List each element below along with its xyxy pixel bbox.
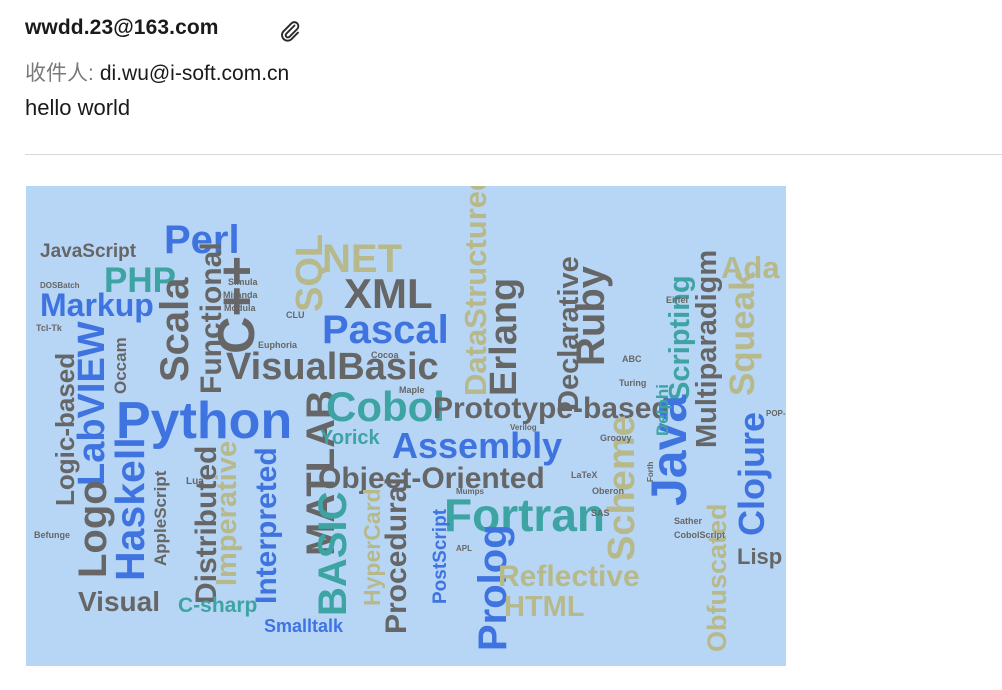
cloud-word: Scala	[153, 277, 197, 382]
cloud-word: Eiffel	[666, 295, 688, 305]
cloud-word: Pascal	[322, 308, 449, 352]
cloud-word: MATLAB	[299, 390, 343, 556]
cloud-word: Simula	[228, 277, 259, 287]
recipient-line: 收件人: di.wu@i-soft.com.cn	[25, 57, 289, 87]
cloud-word: Befunge	[34, 530, 70, 540]
cloud-word: Modula	[224, 303, 256, 313]
cloud-word: Forth	[646, 461, 655, 482]
attachment-image[interactable]: JavaScript Perl PHP NET SQL C++ XML Pascal Marku…	[26, 186, 786, 666]
paperclip-icon[interactable]	[278, 19, 302, 43]
cloud-word: Prototype-based	[433, 392, 670, 425]
cloud-word: Sather	[674, 516, 703, 526]
cloud-word: PostScript	[430, 508, 451, 604]
cloud-word: Multiparadigm	[691, 250, 723, 448]
cloud-word: LaTeX	[571, 470, 597, 480]
cloud-word: Delphi	[653, 384, 672, 436]
cloud-word: Ruby	[569, 265, 613, 366]
cloud-word: LabVIEW	[71, 321, 113, 486]
cloud-word: Lisp	[737, 544, 782, 569]
recipient-address[interactable]: di.wu@i-soft.com.cn	[99, 62, 290, 85]
cloud-word: Logo	[71, 480, 115, 578]
cloud-word: Distributed	[190, 446, 223, 604]
cloud-word: Reflective	[498, 560, 640, 593]
cloud-word: Cobol	[326, 383, 445, 430]
cloud-word: Miranda	[223, 290, 259, 300]
cloud-word: Tcl-Tk	[36, 323, 63, 333]
cloud-word: Groovy	[600, 433, 632, 443]
cloud-word: Obfuscated	[702, 503, 732, 652]
cloud-word: XML	[344, 270, 433, 317]
cloud-word: CobolScript	[674, 530, 725, 540]
cloud-word: Clojure	[731, 412, 772, 536]
cloud-word: Prolog	[471, 524, 515, 651]
cloud-word: NET	[322, 237, 402, 281]
cloud-word: Erlang	[483, 278, 525, 396]
cloud-word: DOSBatch	[40, 281, 80, 290]
cloud-word: Scheme	[601, 415, 643, 561]
divider	[25, 154, 1002, 155]
cloud-word: ABC	[622, 354, 642, 364]
cloud-word: HyperCard	[359, 488, 385, 606]
cloud-word: AppleScript	[151, 470, 170, 566]
cloud-word: C-sharp	[178, 594, 257, 617]
cloud-word: CLU	[286, 310, 305, 320]
cloud-word: Fortran	[444, 489, 605, 541]
sender-address: wwdd.23@163.com	[25, 16, 219, 39]
cloud-word: Occam	[111, 337, 130, 394]
cloud-word: Python	[116, 392, 292, 450]
cloud-word: Object-Oriented	[318, 462, 545, 495]
cloud-word: DataStructured	[458, 186, 493, 396]
cloud-word: Haskell	[107, 437, 153, 581]
cloud-word: Squeak	[723, 271, 762, 396]
cloud-word: Maple	[399, 385, 425, 395]
cloud-word: Imperative	[211, 441, 243, 586]
cloud-word: Functional	[195, 242, 228, 394]
cloud-word: Oberon	[592, 486, 624, 496]
cloud-word: Assembly	[392, 425, 562, 466]
cloud-word: Java	[641, 394, 697, 506]
cloud-word: Procedural	[380, 477, 413, 634]
recipient-label: 收件人:	[25, 62, 94, 85]
cloud-word: Markup	[40, 287, 154, 323]
cloud-word: Yorick	[320, 427, 381, 449]
cloud-word: Declarative	[553, 256, 585, 411]
cloud-word: Euphoria	[258, 340, 298, 350]
cloud-word: Smalltalk	[264, 616, 344, 636]
cloud-word: Scripting	[664, 275, 696, 401]
cloud-word: Visual	[78, 586, 160, 617]
cloud-word: BASIC	[311, 492, 355, 616]
cloud-word: Ada	[721, 250, 780, 285]
cloud-word: JavaScript	[40, 241, 137, 262]
cloud-word: C++	[208, 256, 266, 354]
cloud-word: APL	[456, 544, 472, 553]
cloud-word: Verilog	[510, 423, 537, 432]
cloud-word: SQL	[289, 234, 331, 312]
cloud-word: VisualBasic	[226, 346, 439, 388]
cloud-word: SAS	[591, 508, 610, 518]
cloud-word: PHP	[104, 261, 176, 300]
cloud-word: Cocoa	[371, 350, 400, 360]
cloud-word: Lua	[186, 476, 204, 487]
cloud-word: HTML	[504, 591, 585, 623]
cloud-word: Logic-based	[50, 353, 80, 506]
cloud-word: Turing	[619, 378, 646, 388]
message-body: hello world	[25, 95, 131, 120]
cloud-word: POP-11	[766, 409, 786, 418]
cloud-word: Interpreted	[250, 447, 283, 604]
cloud-word: Mumps	[456, 487, 485, 496]
cloud-word: Perl	[164, 218, 240, 262]
